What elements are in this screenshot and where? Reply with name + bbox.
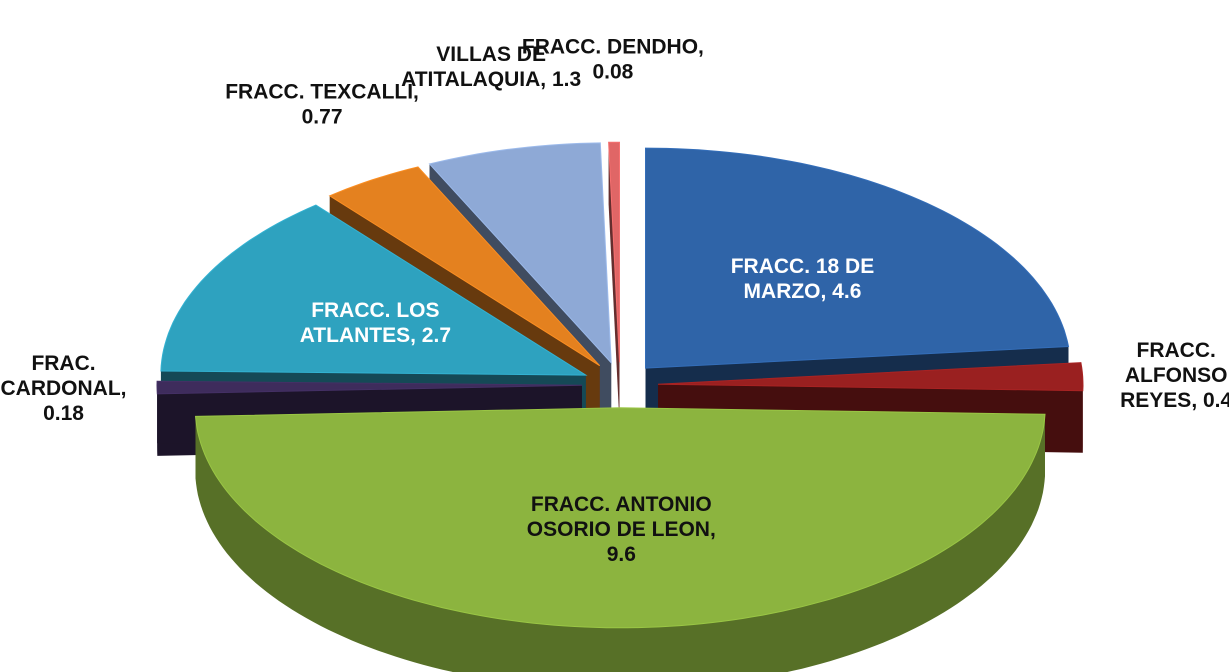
- slice-top: [657, 362, 1084, 392]
- data-label-line: FRACC. ANTONIO: [531, 493, 712, 516]
- slice-top: [645, 147, 1070, 369]
- slice: [608, 141, 620, 425]
- slice: [194, 407, 1046, 672]
- data-label-line: VILLAS DE: [436, 43, 546, 66]
- data-label-line: OSORIO DE LEON,: [527, 518, 716, 541]
- data-label-line: ATLANTES, 2.7: [300, 324, 451, 347]
- slice-top: [428, 142, 612, 365]
- data-label-line: FRACC. LOS: [311, 299, 439, 322]
- data-label: FRACC. ANTONIO OSORIO DE LEON, 9.6: [527, 493, 716, 566]
- data-label-line: 0.08: [592, 60, 633, 83]
- data-label-line: ATITALAQUIA, 1.3: [401, 68, 581, 91]
- data-label: FRACC. TEXCALLI, 0.77: [225, 81, 419, 129]
- data-label-line: 0.18: [43, 402, 84, 425]
- slice-wall: [608, 142, 620, 425]
- data-label: VILLAS DE ATITALAQUIA, 1.3: [401, 43, 581, 91]
- data-label-line: MARZO, 4.6: [744, 280, 862, 303]
- data-label: FRACC. 18 DE MARZO, 4.6: [731, 255, 875, 303]
- slice-top: [194, 407, 1046, 629]
- slice-top: [328, 166, 601, 367]
- data-label-line: CARDONAL,: [1, 377, 127, 400]
- slice-top: [160, 204, 588, 376]
- data-label-line: FRACC.: [1137, 339, 1216, 362]
- data-label-line: ALFONSO: [1125, 364, 1228, 387]
- data-label-line: FRACC. TEXCALLI,: [225, 81, 419, 104]
- data-label: FRACC. DENDHO, 0.08: [522, 35, 704, 83]
- data-label: FRACC. ALFONSO REYES, 0.4: [1120, 339, 1229, 412]
- slice-top: [608, 141, 620, 363]
- data-label-line: 0.77: [302, 106, 343, 129]
- data-label-line: 9.6: [607, 543, 636, 566]
- slice-top: [156, 380, 583, 395]
- data-label: FRACC. LOS ATLANTES, 2.7: [300, 299, 451, 347]
- data-label: FRAC. CARDONAL, 0.18: [1, 352, 127, 425]
- data-label-line: FRACC. 18 DE: [731, 255, 875, 278]
- slice-side: [195, 414, 1045, 672]
- data-label-line: FRAC.: [31, 352, 95, 375]
- data-label-line: FRACC. DENDHO,: [522, 35, 704, 58]
- data-label-line: REYES, 0.4: [1120, 389, 1229, 412]
